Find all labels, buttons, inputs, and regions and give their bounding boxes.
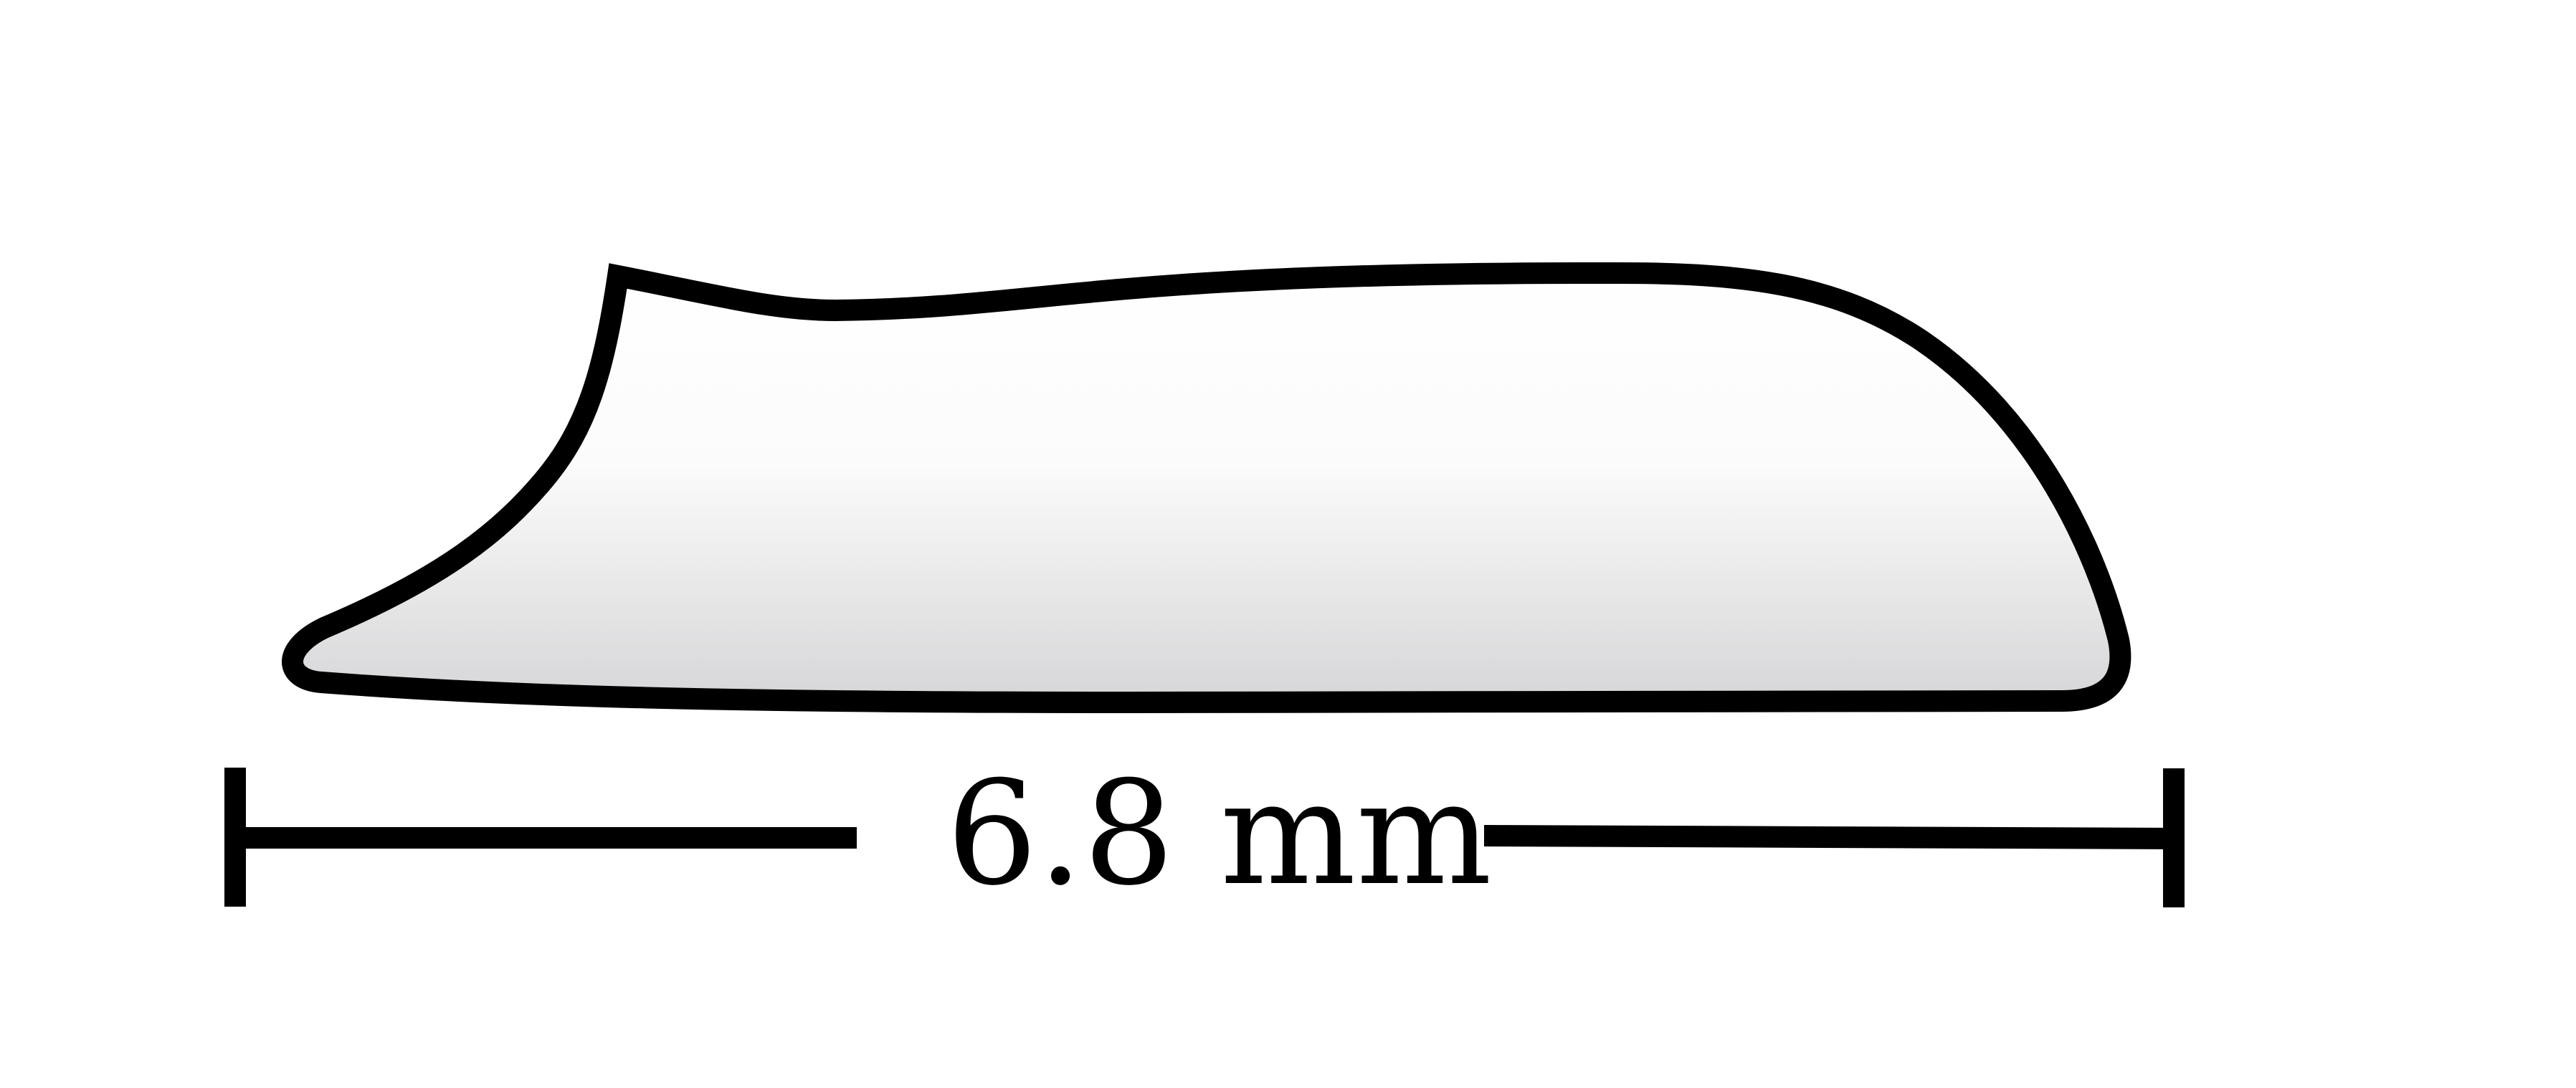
dimension-label: 6.8 mm <box>946 750 1492 917</box>
dimension-right-segment <box>1483 825 2180 849</box>
profile-shape <box>282 262 2131 714</box>
